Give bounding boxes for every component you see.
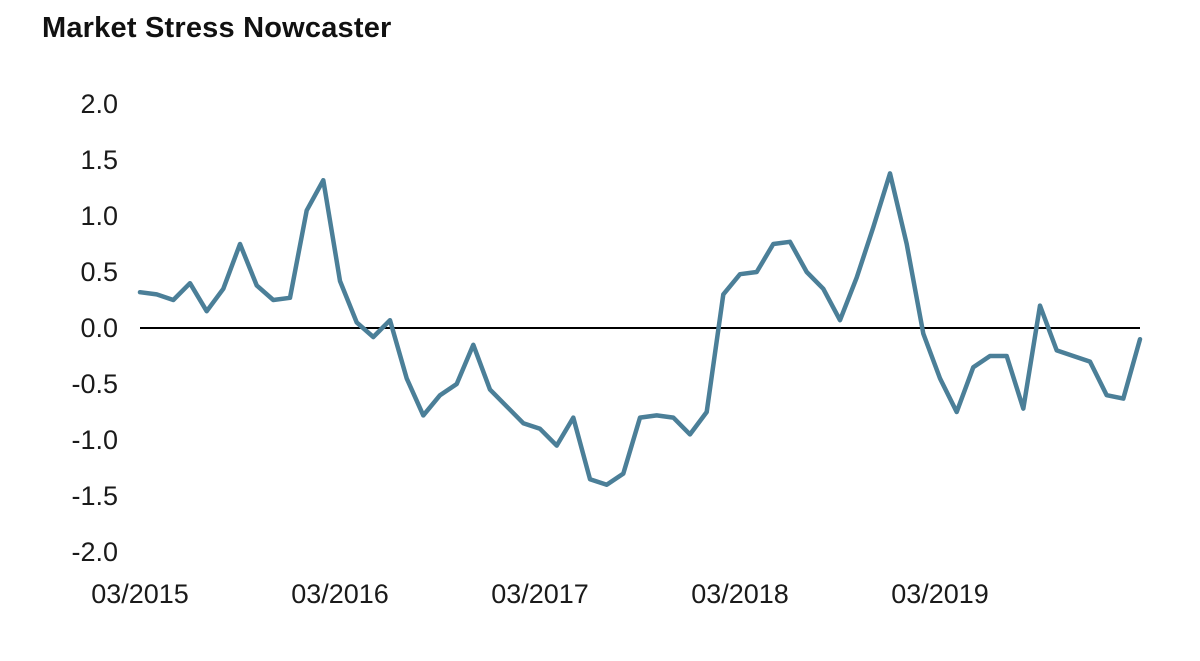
y-tick-label: 0.0 [80,313,118,343]
y-tick-label: 1.5 [80,145,118,175]
y-tick-label: -1.0 [71,425,118,455]
x-tick-label: 03/2019 [891,579,989,609]
nowcaster-series-line [137,171,1143,488]
y-tick-label: -2.0 [71,537,118,567]
x-tick-label: 03/2015 [91,579,189,609]
y-tick-label: -0.5 [71,369,118,399]
y-tick-label: 2.0 [80,89,118,119]
y-tick-label: 1.0 [80,201,118,231]
x-tick-label: 03/2018 [691,579,789,609]
x-tick-label: 03/2016 [291,579,389,609]
chart-title: Market Stress Nowcaster [42,12,392,44]
y-tick-label: 0.5 [80,257,118,287]
x-tick-label: 03/2017 [491,579,589,609]
y-tick-label: -1.5 [71,481,118,511]
